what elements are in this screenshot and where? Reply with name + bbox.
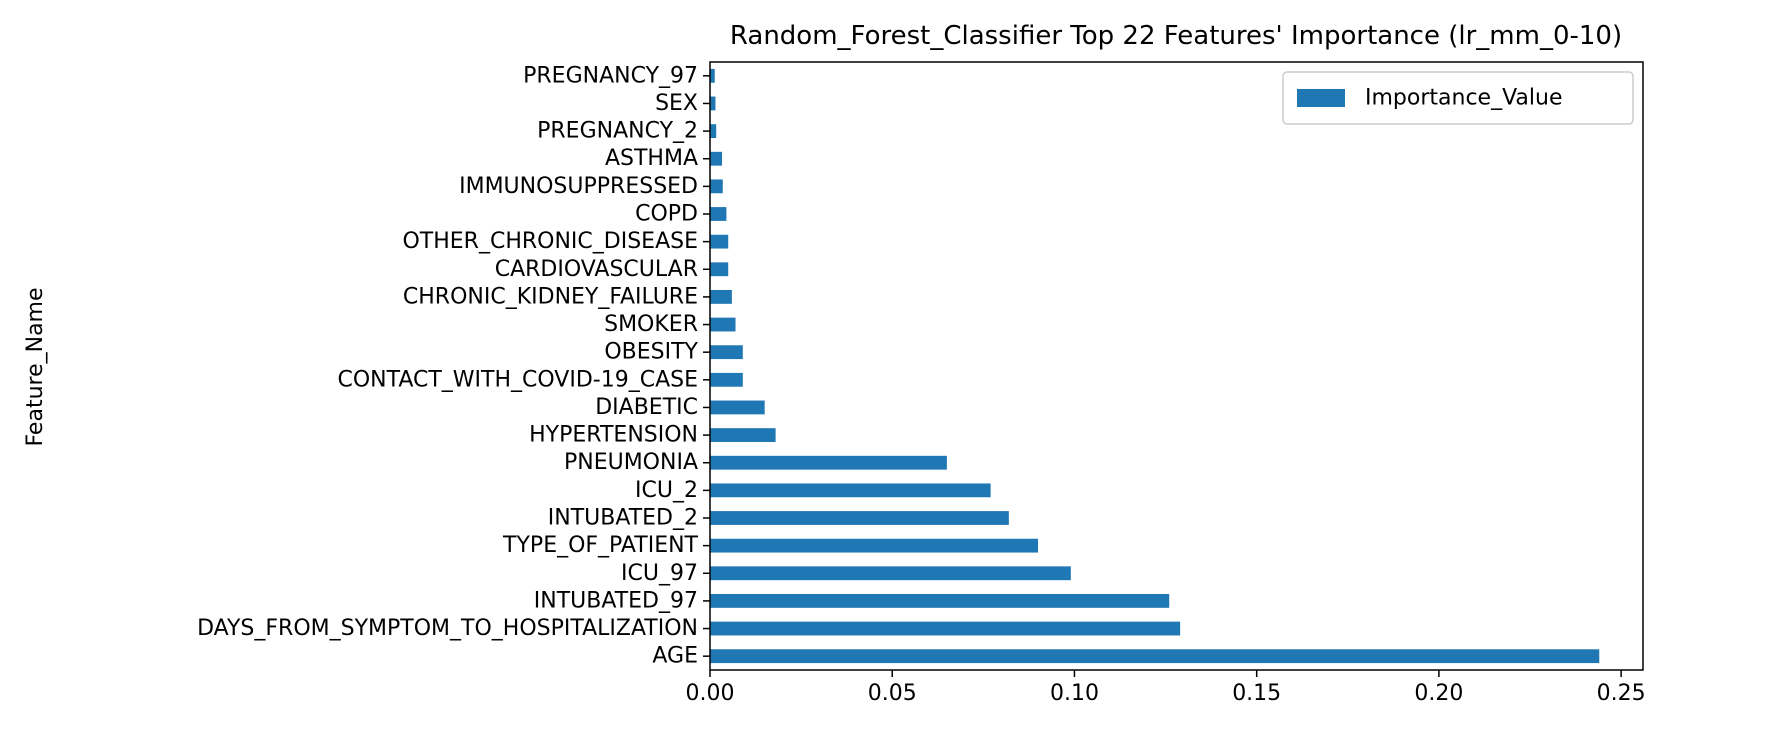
bar-age (710, 649, 1600, 664)
bar-pregnancy-97 (710, 68, 715, 83)
y-tick-label: OTHER_CHRONIC_DISEASE (402, 229, 698, 254)
bar-asthma (710, 151, 723, 166)
y-tick-label: CARDIOVASCULAR (495, 257, 698, 282)
x-tick-label: 0.25 (1597, 681, 1646, 706)
x-tick-label: 0.05 (868, 681, 917, 706)
bar-icu-97 (710, 566, 1071, 581)
legend-label: Importance_Value (1365, 86, 1562, 111)
legend-swatch (1297, 89, 1345, 107)
bar-immunosuppressed (710, 179, 723, 194)
y-tick-label: DAYS_FROM_SYMPTOM_TO_HOSPITALIZATION (197, 616, 698, 641)
y-tick-labels: AGE DAYS_FROM_SYMPTOM_TO_HOSPITALIZATION I… (197, 63, 710, 669)
bar-chronic-kidney-failure (710, 290, 732, 304)
y-tick-label: CHRONIC_KIDNEY_FAILURE (403, 284, 698, 309)
bar-type-of-patient (710, 538, 1039, 553)
y-tick-label: ICU_2 (635, 478, 698, 503)
bar-intubated-97 (710, 594, 1170, 608)
y-axis-label: Feature_Name (23, 287, 48, 446)
chart-title: Random_Forest_Classifier Top 22 Features… (730, 21, 1622, 51)
bar-days-from-symptom-to-hospitalization (710, 621, 1181, 636)
bar-hypertension (710, 428, 776, 442)
bar-pneumonia (710, 455, 947, 470)
bar-sex (710, 96, 716, 111)
y-tick-label: OBESITY (604, 340, 698, 365)
y-tick-label: INTUBATED_2 (548, 506, 698, 531)
bar-icu-2 (710, 483, 991, 498)
plot-frame (709, 61, 1644, 671)
y-tick-label: HYPERTENSION (529, 423, 698, 448)
bar-contact-with-covid-19-case (710, 372, 743, 387)
bar-smoker (710, 317, 736, 332)
legend-box (1282, 71, 1634, 125)
y-tick-label: ICU_97 (621, 561, 698, 586)
y-tick-label: CONTACT_WITH_COVID-19_CASE (337, 367, 698, 392)
x-tick-label: 0.20 (1414, 681, 1463, 706)
bar-other-chronic-disease (710, 234, 729, 249)
bar-diabetic (710, 400, 765, 415)
x-tick-label: 0.00 (686, 681, 735, 706)
y-tick-label: TYPE_OF_PATIENT (502, 533, 699, 558)
bar-copd (710, 207, 727, 221)
y-tick-label: SMOKER (604, 312, 698, 337)
bar-intubated-2 (710, 511, 1009, 525)
x-tick-label: 0.10 (1050, 681, 1099, 706)
x-tick-labels: 0.00 0.05 0.10 0.15 0.20 0.25 (686, 670, 1646, 706)
y-tick-label: PREGNANCY_2 (537, 119, 698, 144)
y-tick-label: SEX (655, 91, 698, 116)
legend: Importance_Value (1282, 71, 1634, 125)
bars-group (710, 68, 1600, 664)
y-tick-label: AGE (652, 644, 698, 669)
y-tick-label: ASTHMA (605, 146, 698, 171)
y-tick-label: DIABETIC (595, 395, 698, 420)
y-tick-label: INTUBATED_97 (534, 588, 698, 613)
bar-pregnancy-2 (710, 124, 717, 138)
y-tick-label: COPD (635, 202, 698, 227)
y-tick-label: IMMUNOSUPPRESSED (459, 174, 698, 199)
y-tick-label: PREGNANCY_97 (523, 63, 698, 88)
bar-cardiovascular (710, 262, 729, 277)
bar-obesity (710, 345, 743, 360)
y-tick-label: PNEUMONIA (564, 450, 698, 475)
x-tick-label: 0.15 (1232, 681, 1281, 706)
